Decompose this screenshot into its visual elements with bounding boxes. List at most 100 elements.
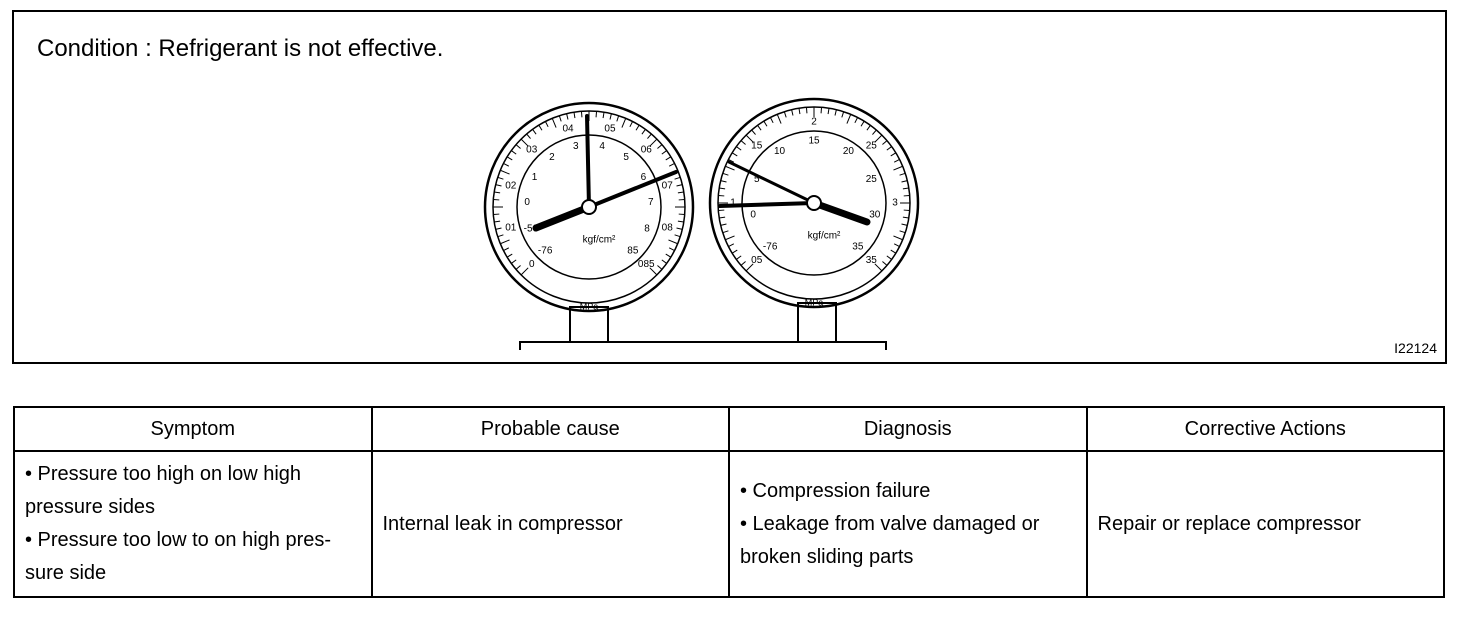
dial-tick xyxy=(899,230,906,234)
dial-tick xyxy=(725,235,735,241)
dial-label: 3 xyxy=(573,141,579,152)
dial-tick xyxy=(495,227,502,230)
dial-tick xyxy=(722,172,729,176)
dial-label: 35 xyxy=(866,255,878,266)
dial-tick xyxy=(728,158,735,163)
dial-tick xyxy=(893,158,900,163)
dial-tick xyxy=(874,263,883,272)
unit-label: MPa xyxy=(580,301,599,311)
dial-tick xyxy=(860,120,865,127)
dial-tick xyxy=(719,187,726,190)
dial-tick xyxy=(769,117,774,124)
dial-tick xyxy=(890,249,897,254)
symptom-cell: • Pressure too high on low high pressure… xyxy=(13,450,373,598)
dial-label: 8 xyxy=(644,223,650,234)
header: Symptom xyxy=(13,406,373,452)
dial-tick xyxy=(736,146,742,151)
dial-label: 05 xyxy=(604,123,616,134)
dial-tick xyxy=(657,144,663,149)
dial-tick xyxy=(511,259,517,264)
dial-tick xyxy=(751,129,756,135)
dial-label: 0 xyxy=(524,197,530,208)
dial-tick xyxy=(674,176,681,180)
dial-tick xyxy=(720,180,727,183)
dial-tick xyxy=(798,108,801,115)
dial-tick xyxy=(882,261,888,266)
dial-tick xyxy=(886,255,892,260)
dial-label: 01 xyxy=(505,223,517,234)
dial-tick xyxy=(500,169,510,175)
dial-tick xyxy=(558,115,562,122)
dial-label: 0 xyxy=(750,210,756,221)
dial-tick xyxy=(641,129,646,135)
dial-tick xyxy=(841,111,845,118)
dial-tick xyxy=(725,165,735,171)
dial-label: 08 xyxy=(662,223,674,234)
dial-tick xyxy=(520,267,529,276)
dial-label: 0 xyxy=(529,259,535,270)
cause: Internal leak in compressor xyxy=(370,450,730,598)
dial-label: 7 xyxy=(648,197,654,208)
dial-tick xyxy=(665,253,672,258)
dial-tick xyxy=(886,146,892,151)
dial-tick xyxy=(728,243,735,248)
dial-tick xyxy=(776,114,782,124)
dial-label: -76 xyxy=(538,245,553,256)
dial-tick xyxy=(899,172,906,176)
figure: Condition : Refrigerant is not effective… xyxy=(12,10,1447,364)
condition: Condition : Refrigerant is not effective… xyxy=(37,35,444,62)
dial-label: 35 xyxy=(852,241,864,252)
dial-tick xyxy=(665,156,672,161)
dial-tick xyxy=(902,187,909,190)
dial-tick xyxy=(720,223,727,226)
dial-tick xyxy=(676,184,683,187)
dial-tick xyxy=(668,162,675,167)
symptom: • Pressure too low to on high pres-sure … xyxy=(25,529,332,584)
dial-label: 05 xyxy=(751,255,763,266)
dial-tick xyxy=(511,150,517,155)
diagnosis: • Compression failure xyxy=(740,479,931,502)
dial-label: 25 xyxy=(866,174,878,185)
dial-tick xyxy=(745,263,754,272)
dial-label: 02 xyxy=(505,181,517,192)
scale-label: kgf/cm² xyxy=(808,231,841,242)
figure-code: I22124 xyxy=(1394,340,1437,356)
dial-label: 07 xyxy=(662,181,674,192)
row: • Pressure too high on low high pressure… xyxy=(13,450,1445,598)
dial-tick xyxy=(740,261,746,266)
dial-label: 085 xyxy=(638,259,655,270)
header: Probable cause xyxy=(370,406,730,452)
dial-label: 15 xyxy=(751,140,763,151)
dial-label: 85 xyxy=(627,245,639,256)
diagnosis-cell: • Compression failure • Leakage from val… xyxy=(728,450,1088,598)
dial-tick xyxy=(503,247,510,252)
dial-label: 30 xyxy=(869,210,881,221)
dial-tick xyxy=(551,118,557,128)
dial-tick xyxy=(495,184,502,187)
dial-label: 4 xyxy=(599,141,605,152)
dial-tick xyxy=(635,124,640,131)
scale-label: kgf/cm² xyxy=(583,235,616,246)
dial-tick xyxy=(515,144,521,149)
dial-tick xyxy=(745,134,754,143)
diagnosis: • Leakage from valve damaged or broken s… xyxy=(740,512,1040,568)
dial-tick xyxy=(506,253,513,258)
dial-tick xyxy=(520,138,529,147)
dial-tick xyxy=(901,180,908,183)
dial-tick xyxy=(846,114,852,124)
dial-tick xyxy=(494,220,501,223)
dial-tick xyxy=(503,162,510,167)
dial-tick xyxy=(497,176,504,180)
dial-tick xyxy=(874,134,883,143)
dial-tick xyxy=(649,138,658,147)
dial-label: 3 xyxy=(892,198,898,209)
dial-tick xyxy=(783,111,787,118)
dial-tick xyxy=(647,133,652,139)
dial-tick xyxy=(649,267,658,276)
dial-label: 2 xyxy=(811,117,817,128)
dial-label: 1 xyxy=(730,198,736,209)
dial-tick xyxy=(901,223,908,226)
dial-tick xyxy=(882,140,888,145)
